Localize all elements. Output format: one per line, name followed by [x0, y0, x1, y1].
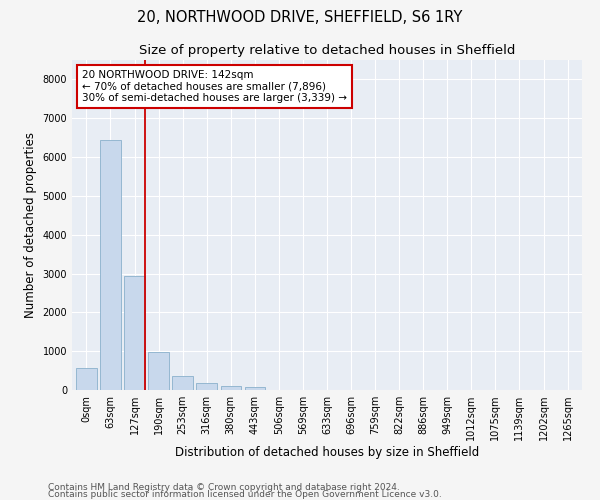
Bar — [76, 368, 97, 390]
Title: Size of property relative to detached houses in Sheffield: Size of property relative to detached ho… — [139, 44, 515, 58]
Bar — [124, 276, 145, 390]
Text: 20, NORTHWOOD DRIVE, SHEFFIELD, S6 1RY: 20, NORTHWOOD DRIVE, SHEFFIELD, S6 1RY — [137, 10, 463, 25]
Bar — [196, 384, 217, 390]
Bar — [100, 140, 121, 390]
Bar — [245, 386, 265, 390]
Bar — [148, 352, 169, 390]
Y-axis label: Number of detached properties: Number of detached properties — [24, 132, 37, 318]
Bar — [221, 386, 241, 390]
Text: 20 NORTHWOOD DRIVE: 142sqm
← 70% of detached houses are smaller (7,896)
30% of s: 20 NORTHWOOD DRIVE: 142sqm ← 70% of deta… — [82, 70, 347, 103]
X-axis label: Distribution of detached houses by size in Sheffield: Distribution of detached houses by size … — [175, 446, 479, 459]
Text: Contains public sector information licensed under the Open Government Licence v3: Contains public sector information licen… — [48, 490, 442, 499]
Bar — [172, 376, 193, 390]
Text: Contains HM Land Registry data © Crown copyright and database right 2024.: Contains HM Land Registry data © Crown c… — [48, 484, 400, 492]
